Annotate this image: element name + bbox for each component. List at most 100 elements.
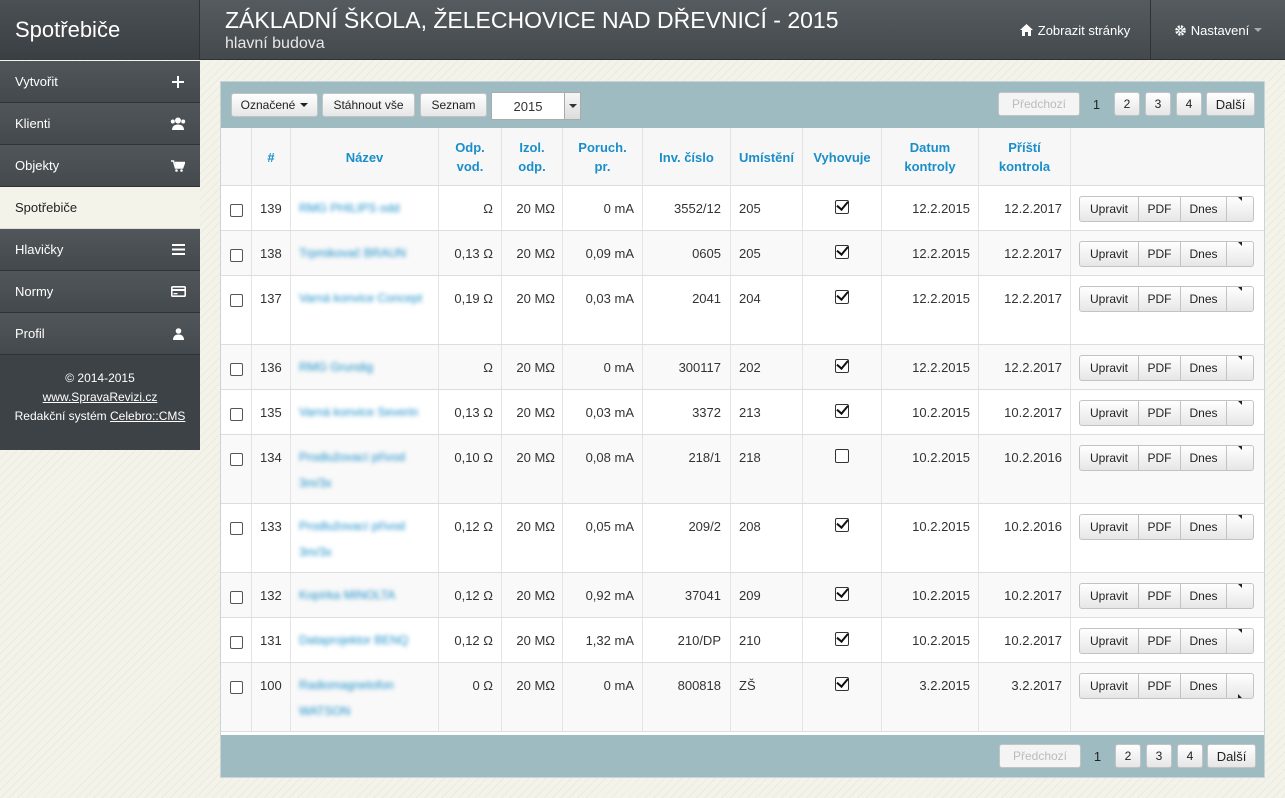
today-button[interactable]: Dnes [1181,584,1227,608]
chevron-down-icon[interactable] [1227,197,1253,221]
chevron-down-icon[interactable] [1227,584,1253,608]
col-datum[interactable]: Datum kontroly [882,128,979,186]
chevron-down-icon[interactable] [1227,401,1253,425]
col-num[interactable]: # [252,128,291,186]
page-2-bottom[interactable]: 2 [1115,744,1141,768]
row-checkbox[interactable] [230,294,243,307]
sidebar-item-objekty[interactable]: Objekty [0,145,200,187]
chevron-down-icon[interactable] [1227,515,1253,539]
inv-value: 218/1 [688,450,721,465]
today-button[interactable]: Dnes [1181,356,1227,380]
chevron-down-icon[interactable] [1227,629,1253,653]
chevron-down-icon[interactable] [1227,287,1253,311]
today-button[interactable]: Dnes [1181,287,1227,311]
appliance-name-link[interactable]: Prodlužovací přívod 3m/3x [299,450,406,490]
row-checkbox[interactable] [230,453,243,466]
sidebar-item-normy[interactable]: Normy [0,271,200,313]
appliance-name-link[interactable]: Dataprojektor BENQ [299,633,409,647]
row-checkbox[interactable] [230,591,243,604]
year-select[interactable]: 2015 [491,92,581,120]
page-4[interactable]: 4 [1176,92,1202,116]
pdf-button[interactable]: PDF [1139,401,1181,425]
edit-button[interactable]: Upravit [1080,197,1139,221]
row-checkbox[interactable] [230,204,243,217]
download-all-button[interactable]: Stáhnout vše [322,93,415,117]
page-3[interactable]: 3 [1145,92,1171,116]
pdf-button[interactable]: PDF [1139,515,1181,539]
col-izol[interactable]: Izol. odp. [502,128,563,186]
row-checkbox[interactable] [230,363,243,376]
chevron-down-icon[interactable] [1227,356,1253,380]
cms-link[interactable]: Celebro::CMS [110,409,186,423]
row-checkbox[interactable] [230,249,243,262]
sidebar-item-profil[interactable]: Profil [0,313,200,355]
today-button[interactable]: Dnes [1181,401,1227,425]
col-pristi[interactable]: Příští kontrola [979,128,1071,186]
chevron-up-icon[interactable] [1227,674,1253,698]
page-3-bottom[interactable]: 3 [1146,744,1172,768]
appliance-name-link[interactable]: RMG PHILIPS odd [299,201,400,215]
pdf-button[interactable]: PDF [1139,446,1181,470]
edit-button[interactable]: Upravit [1080,401,1139,425]
chevron-down-icon[interactable] [1227,242,1253,266]
col-name[interactable]: Název [291,128,439,186]
pdf-button[interactable]: PDF [1139,629,1181,653]
row-checkbox[interactable] [230,522,243,535]
sidebar-item-spotrebice[interactable]: Spotřebiče [0,187,200,229]
sidebar-item-klienti[interactable]: Klienti [0,103,200,145]
row-checkbox[interactable] [230,636,243,649]
marked-dropdown-button[interactable]: Označené [231,93,318,117]
col-umisteni[interactable]: Umístění [731,128,803,186]
col-odp[interactable]: Odp. vod. [439,128,502,186]
next-page-button-bottom[interactable]: Další [1207,744,1256,768]
page-1-bottom[interactable]: 1 [1093,748,1102,764]
page-2[interactable]: 2 [1114,92,1140,116]
appliance-name-link[interactable]: Varná konvice Severin [299,405,419,419]
edit-button[interactable]: Upravit [1080,287,1139,311]
next-page-button[interactable]: Další [1206,92,1255,116]
prev-page-button[interactable]: Předchozí [998,92,1080,116]
edit-button[interactable]: Upravit [1080,515,1139,539]
appliance-name-link[interactable]: Prodlužovací přívod 3m/3x [299,519,406,559]
page-1[interactable]: 1 [1092,96,1101,112]
pdf-button[interactable]: PDF [1139,242,1181,266]
sidebar-item-vytvorit[interactable]: Vytvořit [0,61,200,103]
appliance-name-link[interactable]: Trpmikovač BRAUN [299,246,406,260]
today-button[interactable]: Dnes [1181,446,1227,470]
today-button[interactable]: Dnes [1181,674,1227,698]
settings-dropdown[interactable]: Nastavení [1150,0,1285,60]
today-button[interactable]: Dnes [1181,629,1227,653]
today-button[interactable]: Dnes [1181,242,1227,266]
row-checkbox[interactable] [230,681,243,694]
today-button[interactable]: Dnes [1181,515,1227,539]
appliance-name-link[interactable]: Kopírka MINOLTA [299,588,396,602]
row-checkbox[interactable] [230,408,243,421]
today-button[interactable]: Dnes [1181,197,1227,221]
pdf-button[interactable]: PDF [1139,356,1181,380]
col-inv[interactable]: Inv. číslo [643,128,731,186]
col-vyhovuje[interactable]: Vyhovuje [803,128,882,186]
appliance-name-link[interactable]: RMG Grundig [299,360,374,374]
brand[interactable]: Spotřebiče [0,0,200,60]
list-button[interactable]: Seznam [420,93,487,117]
edit-button[interactable]: Upravit [1080,629,1139,653]
edit-button[interactable]: Upravit [1080,242,1139,266]
pdf-button[interactable]: PDF [1139,197,1181,221]
edit-button[interactable]: Upravit [1080,446,1139,470]
appliance-name-link[interactable]: Radiomagnetofon WATSON [299,678,394,718]
prev-page-button-bottom[interactable]: Předchozí [999,744,1081,768]
sidebar-item-hlavicky[interactable]: Hlavičky [0,229,200,271]
pdf-button[interactable]: PDF [1139,674,1181,698]
pdf-button[interactable]: PDF [1139,287,1181,311]
page-4-bottom[interactable]: 4 [1177,744,1203,768]
odp-value: 0,12 Ω [454,519,493,534]
edit-button[interactable]: Upravit [1080,356,1139,380]
view-site-link[interactable]: Zobrazit stránky [1000,0,1150,60]
site-link[interactable]: www.SpravaRevizi.cz [42,390,158,404]
edit-button[interactable]: Upravit [1080,584,1139,608]
chevron-down-icon[interactable] [1227,446,1253,470]
appliance-name-link[interactable]: Varná konvice Concept [299,291,423,305]
edit-button[interactable]: Upravit [1080,674,1139,698]
pdf-button[interactable]: PDF [1139,584,1181,608]
col-por[interactable]: Poruch. pr. [563,128,643,186]
